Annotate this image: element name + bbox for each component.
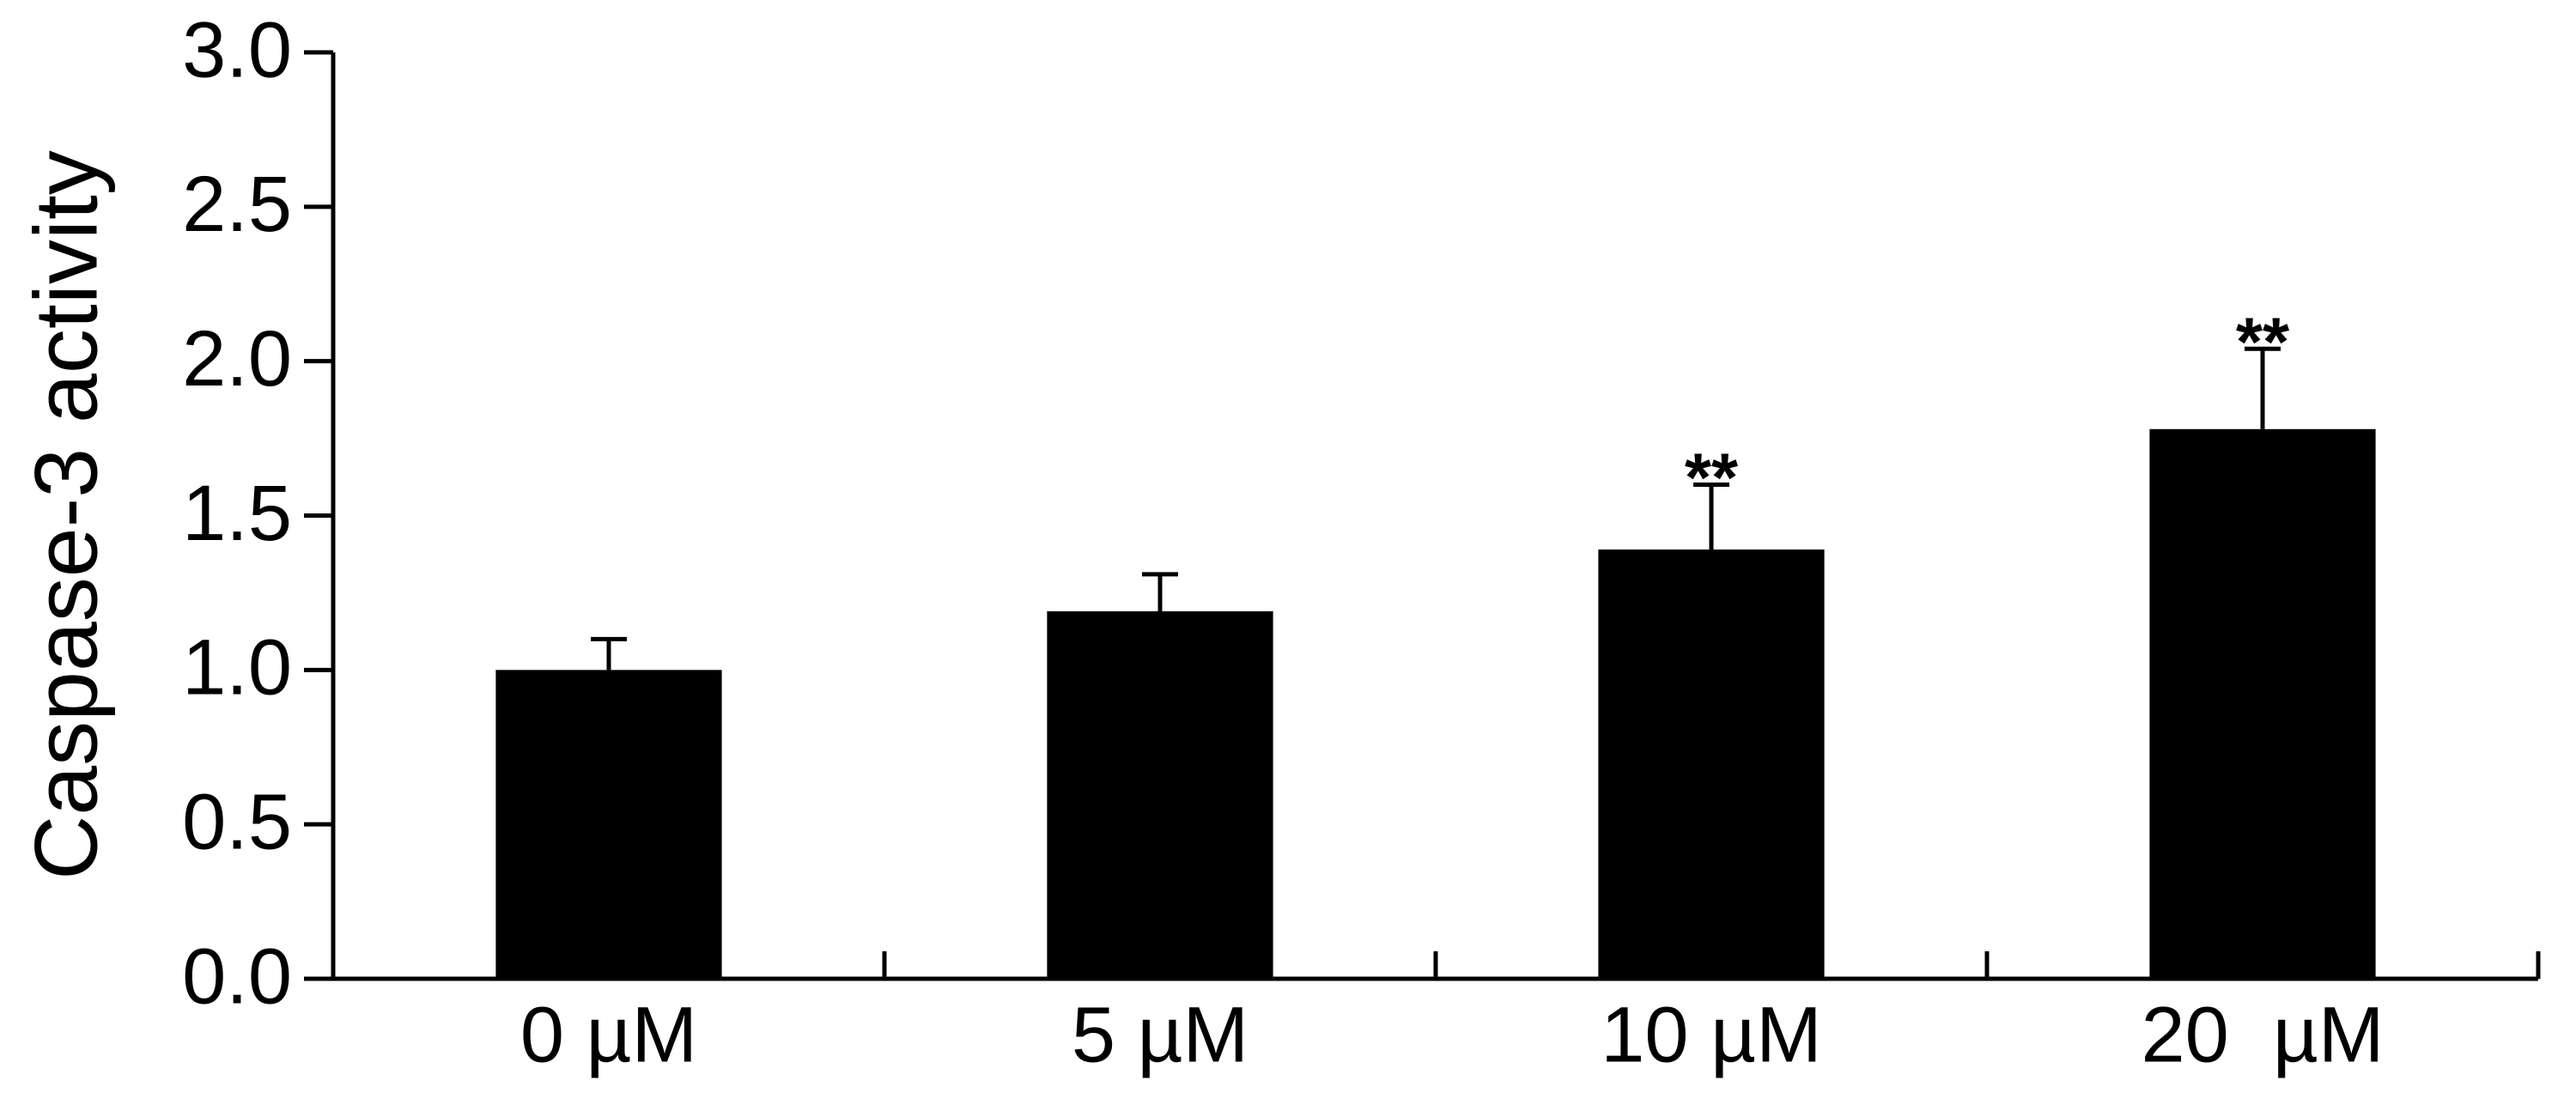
x-tick-label: 0 µM xyxy=(520,991,697,1078)
y-tick-label: 1.5 xyxy=(182,470,292,557)
y-tick-label: 3.0 xyxy=(182,6,292,94)
x-tick-label: 10 µM xyxy=(1601,991,1822,1078)
significance-label: ** xyxy=(1685,440,1739,516)
y-tick-label: 0.0 xyxy=(182,932,292,1020)
y-tick-label: 2.0 xyxy=(182,315,292,403)
x-tick-label: 20 µM xyxy=(2141,991,2384,1078)
y-tick-label: 1.0 xyxy=(182,624,292,712)
bar xyxy=(495,670,722,979)
error-bar xyxy=(1142,572,1178,611)
error-bar xyxy=(591,636,627,671)
bar xyxy=(1598,549,1825,979)
bar xyxy=(2149,428,2376,979)
error-bar xyxy=(1693,483,1729,550)
y-tick-label: 0.5 xyxy=(182,778,292,865)
y-axis-title: Caspase-3 activity xyxy=(16,150,116,880)
y-tick-label: 2.5 xyxy=(182,161,292,248)
bar xyxy=(1047,610,1273,979)
significance-label: ** xyxy=(2236,303,2290,379)
error-bar xyxy=(2245,346,2281,429)
x-tick-label: 5 µM xyxy=(1072,991,1249,1078)
